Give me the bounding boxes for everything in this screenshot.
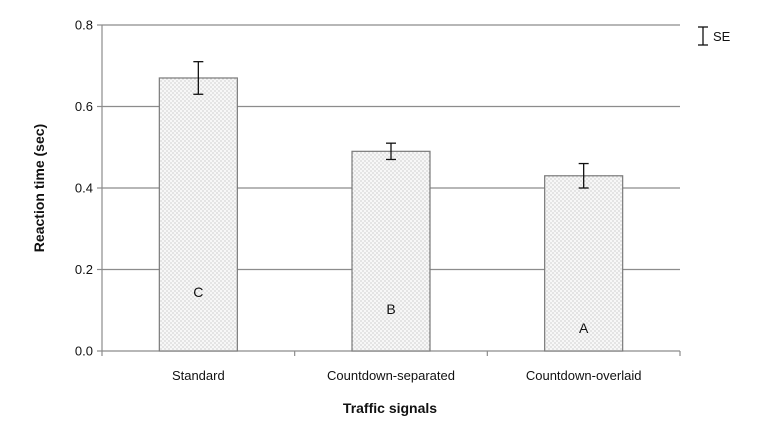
bar-letter-2: A: [579, 320, 589, 336]
bar-letter-1: B: [386, 301, 395, 317]
x-tick-label-0: Standard: [172, 368, 225, 383]
bar-letter-0: C: [193, 284, 203, 300]
y-axis-title: Reaction time (sec): [31, 124, 47, 252]
y-tick-label-2: 0.4: [75, 181, 93, 196]
bar-1: [351, 150, 431, 352]
x-tick-label-1: Countdown-separated: [327, 368, 455, 383]
y-tick-label-4: 0.8: [75, 18, 93, 33]
legend: SE: [698, 26, 731, 46]
y-tick-label-1: 0.2: [75, 262, 93, 277]
legend-label: SE: [713, 29, 731, 44]
bars: [158, 61, 624, 352]
x-axis-title: Traffic signals: [343, 400, 437, 416]
bar-0: [158, 77, 238, 352]
labels: 0.0 0.2 0.4 0.6 0.8 Standard C Countdown-separa…: [75, 18, 642, 384]
y-tick-label-0: 0.0: [75, 344, 93, 359]
y-tick-label-3: 0.6: [75, 99, 93, 114]
x-tick-label-2: Countdown-overlaid: [526, 368, 642, 383]
